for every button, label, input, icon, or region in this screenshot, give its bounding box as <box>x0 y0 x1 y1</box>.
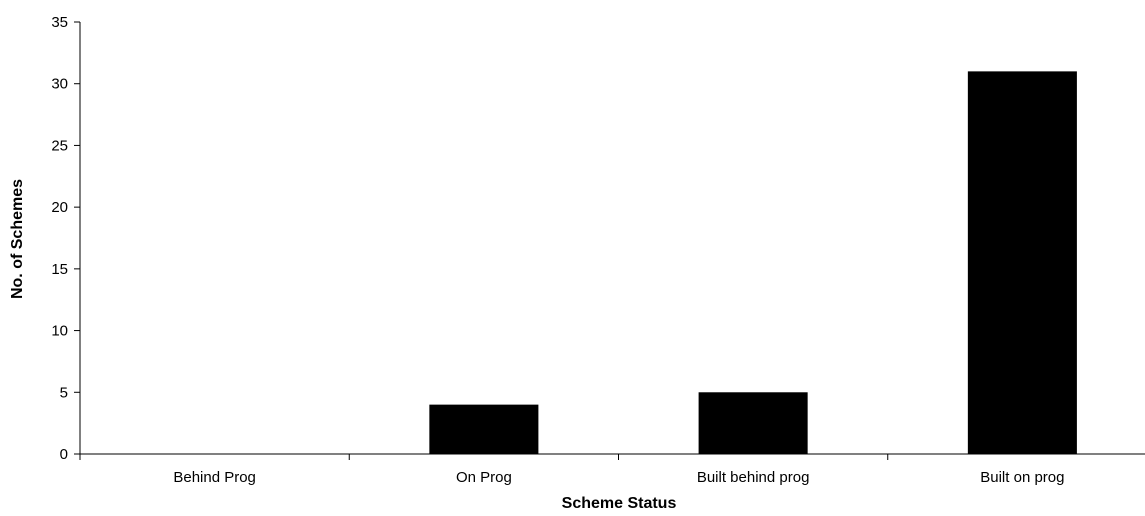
y-tick-label: 0 <box>60 446 68 463</box>
y-tick-label: 25 <box>51 137 68 154</box>
y-tick-label: 5 <box>60 384 68 401</box>
bar <box>698 392 808 454</box>
y-axis: 0 5 10 15 20 25 30 35 <box>51 14 81 463</box>
y-tick-label: 10 <box>51 323 68 340</box>
x-tick-label: Built behind prog <box>697 469 810 486</box>
x-tick-label: On Prog <box>456 469 512 486</box>
x-axis: Behind Prog On Prog Built behind prog Built… <box>79 453 1145 486</box>
y-tick-label: 15 <box>51 261 68 278</box>
bar <box>967 71 1077 454</box>
y-tick-label: 30 <box>51 76 68 93</box>
bar <box>429 404 539 454</box>
x-axis-title: Scheme Status <box>562 495 677 512</box>
y-tick-label: 35 <box>51 14 68 31</box>
y-tick-label: 20 <box>51 199 68 216</box>
y-axis-title: No. of Schemes <box>9 179 26 299</box>
bars <box>429 71 1077 454</box>
x-tick-label: Built on prog <box>980 469 1064 486</box>
x-tick-label: Behind Prog <box>173 469 256 486</box>
